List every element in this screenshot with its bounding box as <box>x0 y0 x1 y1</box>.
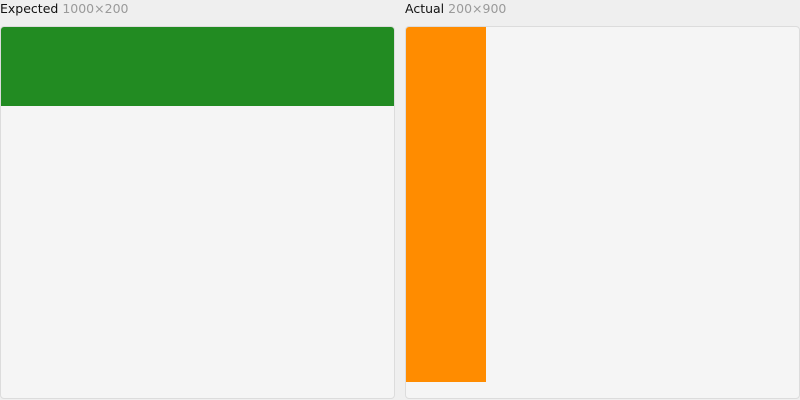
actual-title: Actual <box>405 1 445 16</box>
actual-box <box>406 27 486 382</box>
expected-box <box>1 27 394 106</box>
actual-label: Actual 200×900 <box>405 1 506 17</box>
expected-title: Expected <box>0 1 59 16</box>
expected-label: Expected 1000×200 <box>0 1 128 17</box>
actual-dimensions: 200×900 <box>448 1 507 16</box>
actual-panel <box>405 26 800 399</box>
expected-dimensions: 1000×200 <box>62 1 129 16</box>
expected-panel <box>0 26 395 399</box>
